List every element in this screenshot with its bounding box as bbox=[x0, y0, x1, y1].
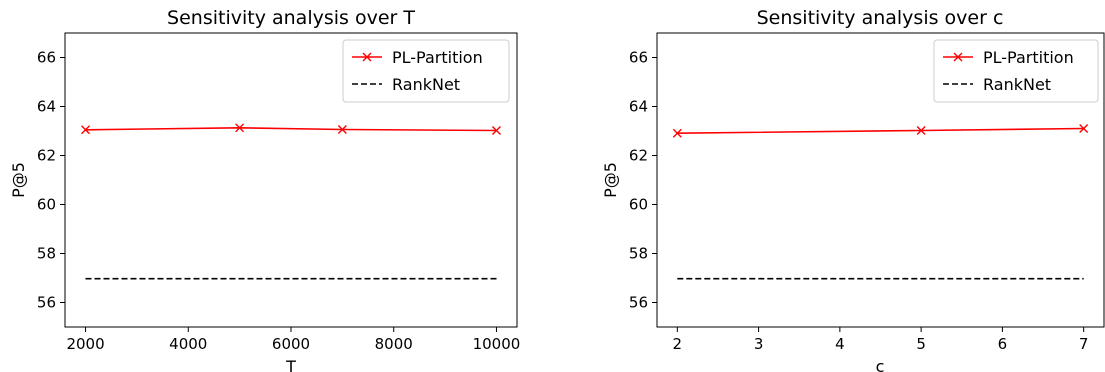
data-point-pl-partition bbox=[235, 123, 245, 133]
y-tick-label: 62 bbox=[37, 147, 56, 165]
x-tick-label: 7 bbox=[1079, 335, 1089, 353]
x-axis-label: T bbox=[285, 357, 296, 372]
y-axis-label: P@5 bbox=[9, 162, 28, 198]
plot-frame bbox=[64, 32, 518, 328]
data-point-pl-partition bbox=[491, 126, 501, 136]
legend-marker-pl-partition bbox=[953, 52, 963, 62]
chart-t: Sensitivity analysis over T T P@5 2000 40… bbox=[9, 7, 520, 372]
legend-label-pl-partition: PL-Partition bbox=[983, 48, 1074, 67]
y-tick-label: 58 bbox=[629, 245, 648, 263]
x-tick-label: 6 bbox=[998, 335, 1008, 353]
legend: PL-Partition RankNet bbox=[933, 39, 1099, 103]
tick-group: 2000 4000 6000 8000 10000 56 58 60 62 64 66 bbox=[37, 49, 520, 354]
data-point-pl-partition bbox=[1079, 124, 1089, 134]
x-tick-label: 5 bbox=[916, 335, 926, 353]
series-line-pl-partition bbox=[85, 126, 497, 132]
x-tick-label: 8000 bbox=[375, 335, 413, 353]
data-point-pl-partition bbox=[81, 125, 91, 135]
y-tick-label: 66 bbox=[629, 49, 648, 67]
data-point-pl-partition bbox=[672, 128, 682, 138]
data-point-pl-partition bbox=[916, 126, 926, 136]
x-tick-label: 6000 bbox=[272, 335, 310, 353]
y-axis-label: P@5 bbox=[601, 162, 620, 198]
y-tick-label: 64 bbox=[629, 98, 648, 116]
y-tick-label: 60 bbox=[629, 196, 648, 214]
y-tick-label: 56 bbox=[37, 294, 56, 312]
x-tick-label: 3 bbox=[754, 335, 764, 353]
legend-box bbox=[342, 39, 510, 103]
x-tick-label: 10000 bbox=[473, 335, 521, 353]
y-tick-label: 64 bbox=[37, 98, 56, 116]
series-group bbox=[672, 124, 1089, 280]
x-tick-label: 2 bbox=[673, 335, 683, 353]
chart-title: Sensitivity analysis over c bbox=[757, 7, 1004, 29]
legend-marker-pl-partition bbox=[362, 52, 372, 62]
x-tick-label: 2000 bbox=[66, 335, 104, 353]
legend-box bbox=[933, 39, 1099, 103]
series-group bbox=[81, 123, 501, 280]
plot-frame bbox=[656, 32, 1105, 328]
y-tick-label: 66 bbox=[37, 49, 56, 67]
legend-label-ranknet: RankNet bbox=[392, 75, 460, 94]
chart-title: Sensitivity analysis over T bbox=[167, 7, 415, 29]
y-tick-label: 62 bbox=[629, 147, 648, 165]
legend-label-ranknet: RankNet bbox=[983, 75, 1051, 94]
x-axis-label: c bbox=[876, 357, 885, 372]
y-tick-label: 56 bbox=[629, 294, 648, 312]
legend: PL-Partition RankNet bbox=[342, 39, 510, 103]
x-tick-label: 4 bbox=[835, 335, 845, 353]
x-tick-label: 4000 bbox=[169, 335, 207, 353]
data-point-pl-partition bbox=[337, 125, 347, 135]
series-line-pl-partition bbox=[677, 127, 1084, 134]
legend-label-pl-partition: PL-Partition bbox=[392, 48, 483, 67]
y-tick-label: 58 bbox=[37, 245, 56, 263]
y-tick-label: 60 bbox=[37, 196, 56, 214]
